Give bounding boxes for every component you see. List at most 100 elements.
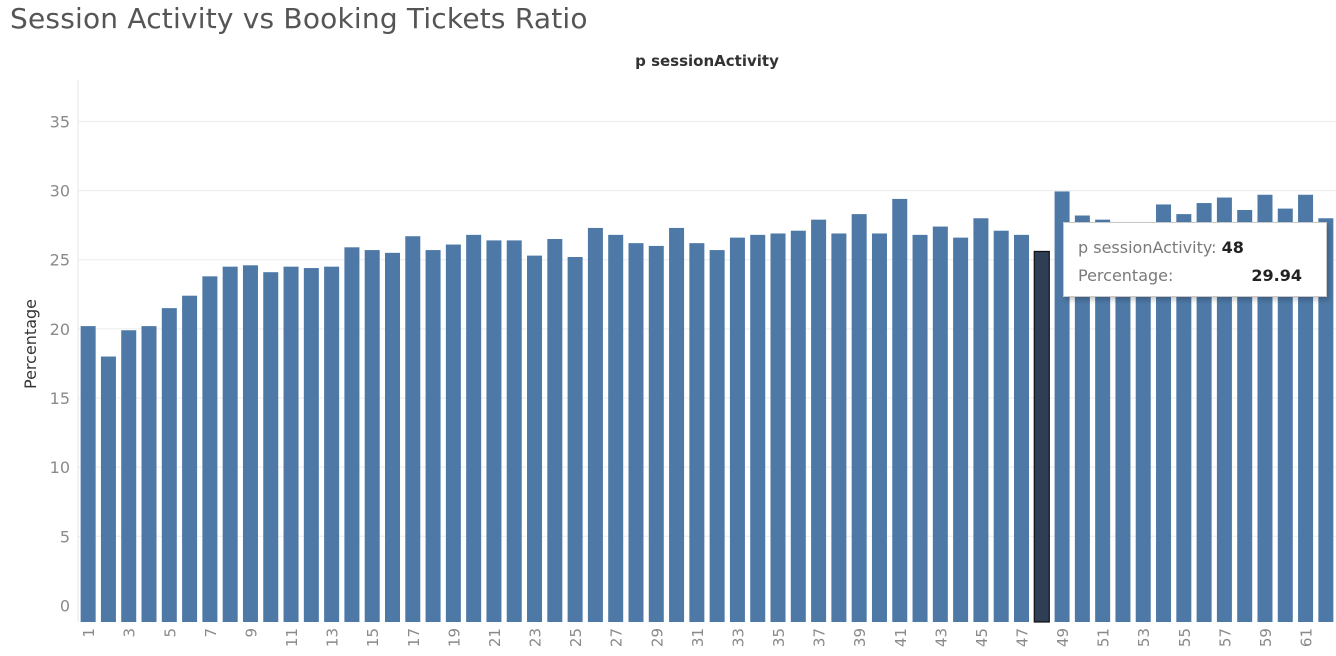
bar-27[interactable]	[608, 234, 624, 623]
x-axis-ticks: 1 3 5 7 9 11 13 15 17 19 21 23 25 27 29 31 33 35 37 39 41 43 4…	[80, 628, 1315, 647]
bar-39[interactable]	[851, 214, 867, 622]
bar-46[interactable]	[993, 230, 1009, 622]
x-tick-label: 51	[1095, 628, 1113, 647]
x-tick-label: 31	[689, 628, 707, 647]
x-tick-label: 11	[283, 628, 301, 647]
bar-37[interactable]	[811, 219, 827, 622]
bar-25[interactable]	[567, 256, 583, 622]
bar-9[interactable]	[242, 265, 258, 622]
bar-42[interactable]	[912, 234, 928, 623]
bar-12[interactable]	[303, 268, 319, 622]
bar-58[interactable]	[1237, 209, 1253, 622]
bar-18[interactable]	[425, 250, 441, 622]
bar-52[interactable]	[1115, 229, 1131, 622]
x-tick-label: 7	[202, 628, 220, 638]
bar-21[interactable]	[486, 240, 502, 622]
x-tick-label: 47	[1014, 628, 1032, 647]
bar-23[interactable]	[527, 255, 543, 622]
x-tick-label: 49	[1054, 628, 1072, 647]
bar-10[interactable]	[263, 272, 279, 622]
bar-38[interactable]	[831, 233, 847, 622]
bar-33[interactable]	[729, 237, 745, 622]
x-tick-label: 29	[648, 628, 666, 647]
bar-36[interactable]	[790, 230, 806, 622]
y-tick-label: 25	[50, 251, 70, 270]
bar-35[interactable]	[770, 233, 786, 622]
bar-24[interactable]	[547, 239, 563, 622]
bar-45[interactable]	[973, 218, 989, 622]
x-tick-label: 59	[1257, 628, 1275, 647]
x-tick-label: 53	[1135, 628, 1153, 647]
x-tick-label: 17	[405, 628, 423, 647]
bar-6[interactable]	[182, 295, 198, 622]
tooltip: p sessionActivity: 48 Percentage: 29.94	[1063, 222, 1327, 297]
y-axis-title: Percentage	[21, 299, 40, 389]
bars[interactable]	[80, 191, 1334, 623]
bar-32[interactable]	[709, 250, 725, 622]
bar-55[interactable]	[1176, 214, 1192, 622]
bar-56[interactable]	[1196, 203, 1212, 622]
bar-22[interactable]	[506, 240, 522, 622]
y-tick-label: 0	[60, 596, 70, 615]
bar-17[interactable]	[405, 236, 421, 623]
bar-49[interactable]	[1054, 191, 1070, 622]
x-tick-label: 43	[932, 628, 950, 647]
x-tick-label: 27	[608, 628, 626, 647]
bar-26[interactable]	[587, 227, 603, 622]
x-tick-label: 45	[973, 628, 991, 647]
bar-40[interactable]	[871, 233, 887, 622]
bar-15[interactable]	[364, 250, 380, 622]
x-tick-label: 13	[324, 628, 342, 647]
y-tick-label: 30	[50, 182, 70, 201]
x-tick-label: 33	[729, 628, 747, 647]
x-tick-label: 9	[242, 628, 260, 638]
bar-62[interactable]	[1318, 218, 1334, 622]
bar-54[interactable]	[1156, 204, 1172, 622]
y-tick-label: 10	[50, 458, 70, 477]
bar-2[interactable]	[100, 356, 116, 622]
bar-28[interactable]	[628, 243, 644, 622]
bar-16[interactable]	[384, 252, 400, 622]
y-axis-ticks: 0 5 10 15 20 25 30 35	[50, 112, 70, 615]
bar-48[interactable]	[1033, 250, 1050, 623]
x-tick-label: 21	[486, 628, 504, 647]
bar-3[interactable]	[121, 330, 137, 622]
bar-59[interactable]	[1257, 194, 1273, 622]
y-tick-label: 20	[50, 320, 70, 339]
bar-30[interactable]	[669, 227, 685, 622]
x-tick-label: 23	[527, 628, 545, 647]
bar-43[interactable]	[932, 226, 948, 622]
bar-14[interactable]	[344, 247, 360, 623]
bar-53[interactable]	[1135, 233, 1151, 622]
bar-20[interactable]	[466, 234, 482, 623]
bar-34[interactable]	[750, 234, 766, 623]
bar-57[interactable]	[1216, 197, 1232, 622]
x-tick-label: 41	[892, 628, 910, 647]
x-tick-label: 3	[121, 628, 139, 638]
bar-4[interactable]	[141, 326, 157, 622]
bar-60[interactable]	[1277, 208, 1293, 622]
bar-61[interactable]	[1298, 194, 1314, 622]
x-tick-label: 37	[811, 628, 829, 647]
bar-51[interactable]	[1095, 219, 1111, 622]
bar-41[interactable]	[892, 198, 908, 622]
tooltip-measure-value: 29.94	[1251, 266, 1302, 285]
bar-47[interactable]	[1013, 234, 1029, 623]
bar-11[interactable]	[283, 266, 299, 622]
bar-50[interactable]	[1074, 215, 1090, 623]
bar-44[interactable]	[953, 237, 969, 622]
bar-8[interactable]	[222, 266, 238, 622]
bar-29[interactable]	[648, 245, 664, 623]
bar-1[interactable]	[80, 326, 96, 622]
bar-5[interactable]	[161, 308, 177, 622]
bar-31[interactable]	[689, 243, 705, 622]
x-tick-label: 1	[80, 628, 98, 638]
x-tick-label: 39	[851, 628, 869, 647]
bar-13[interactable]	[324, 266, 340, 622]
bar-7[interactable]	[202, 276, 218, 622]
tooltip-measure-label: Percentage:	[1078, 266, 1174, 285]
x-tick-label: 61	[1298, 628, 1316, 647]
bar-19[interactable]	[445, 244, 461, 623]
x-tick-label: 19	[445, 628, 463, 647]
